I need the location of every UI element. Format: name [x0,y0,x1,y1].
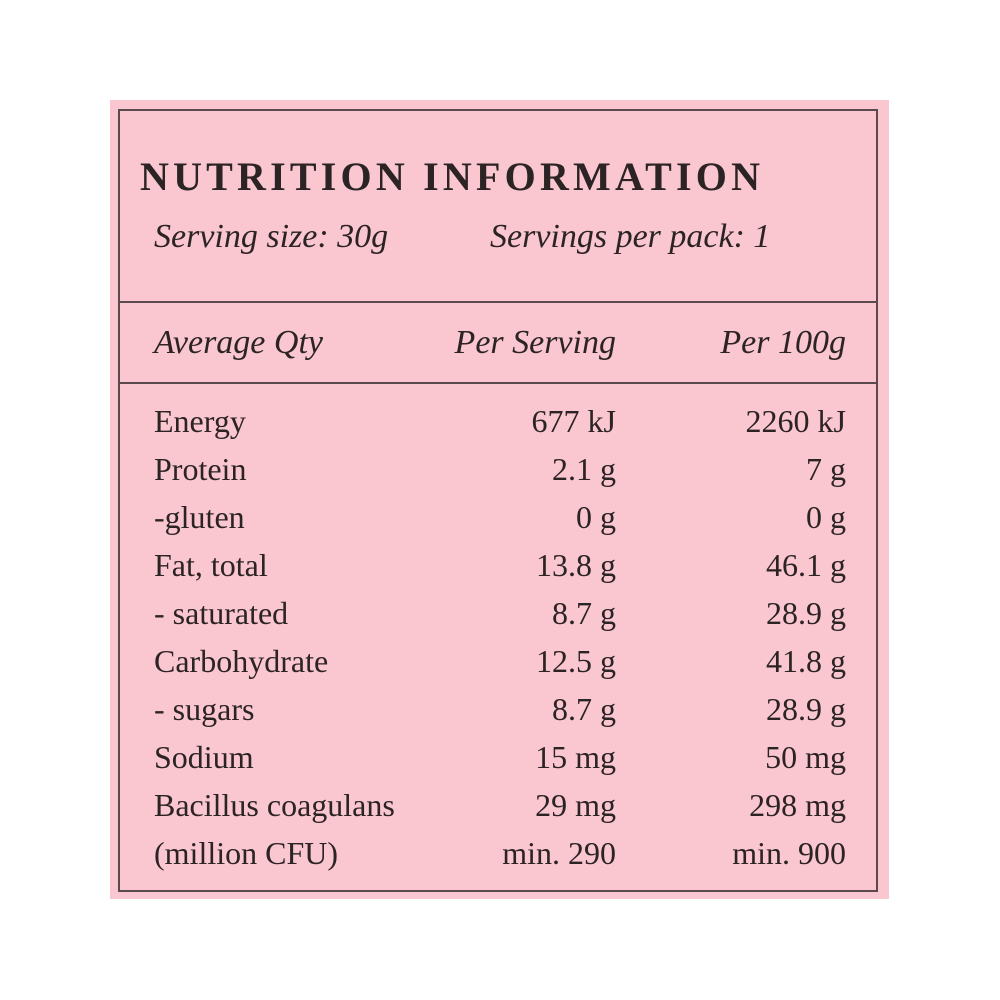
table-row: Sodium 15 mg 50 mg [120,735,876,783]
nutrient-name: - saturated [154,595,289,631]
per-serving-value: 0 g [576,499,616,535]
per-100g-value: 2260 kJ [745,403,846,439]
per-serving-value: 8.7 g [552,691,616,727]
servings-per-pack: Servings per pack: 1 [490,218,771,255]
divider [120,382,876,384]
per-100g-value: min. 900 [732,835,846,871]
per-100g-value: 298 mg [749,787,846,823]
table-row: (million CFU) min. 290 min. 900 [120,831,876,879]
divider [120,301,876,303]
table-row: Fat, total 13.8 g 46.1 g [120,543,876,591]
panel-title: NUTRITION INFORMATION [140,154,765,199]
nutrient-name: Sodium [154,739,254,775]
nutrient-name: Energy [154,403,246,439]
per-100g-value: 28.9 g [766,595,846,631]
column-header-average-qty: Average Qty [154,324,323,361]
per-serving-value: 15 mg [535,739,616,775]
nutrition-label: NUTRITION INFORMATION Serving size: 30g … [110,100,889,899]
per-100g-value: 0 g [806,499,846,535]
per-100g-value: 41.8 g [766,643,846,679]
per-serving-value: 12.5 g [536,643,616,679]
per-100g-value: 7 g [806,451,846,487]
per-serving-value: 2.1 g [552,451,616,487]
per-serving-value: min. 290 [502,835,616,871]
per-serving-value: 677 kJ [531,403,616,439]
column-header-per-100g: Per 100g [720,324,846,361]
nutrient-rows: Energy 677 kJ 2260 kJ Protein 2.1 g 7 g … [120,399,876,879]
serving-size: Serving size: 30g [154,218,389,255]
per-serving-value: 8.7 g [552,595,616,631]
per-serving-value: 13.8 g [536,547,616,583]
table-row: Energy 677 kJ 2260 kJ [120,399,876,447]
per-100g-value: 50 mg [765,739,846,775]
table-row: Protein 2.1 g 7 g [120,447,876,495]
per-serving-value: 29 mg [535,787,616,823]
nutrient-name: -gluten [154,499,245,535]
column-header-per-serving: Per Serving [454,324,616,361]
table-row: Bacillus coagulans 29 mg 298 mg [120,783,876,831]
table-row: -gluten 0 g 0 g [120,495,876,543]
table-row: Carbohydrate 12.5 g 41.8 g [120,639,876,687]
table-row: - saturated 8.7 g 28.9 g [120,591,876,639]
per-100g-value: 46.1 g [766,547,846,583]
nutrition-panel-frame: NUTRITION INFORMATION Serving size: 30g … [118,109,878,892]
nutrient-name: - sugars [154,691,255,727]
table-row: - sugars 8.7 g 28.9 g [120,687,876,735]
nutrient-name: Bacillus coagulans [154,787,395,823]
nutrient-name: Fat, total [154,547,268,583]
per-100g-value: 28.9 g [766,691,846,727]
nutrient-name: Protein [154,451,247,487]
nutrient-name: Carbohydrate [154,643,329,679]
nutrient-name: (million CFU) [154,835,339,871]
